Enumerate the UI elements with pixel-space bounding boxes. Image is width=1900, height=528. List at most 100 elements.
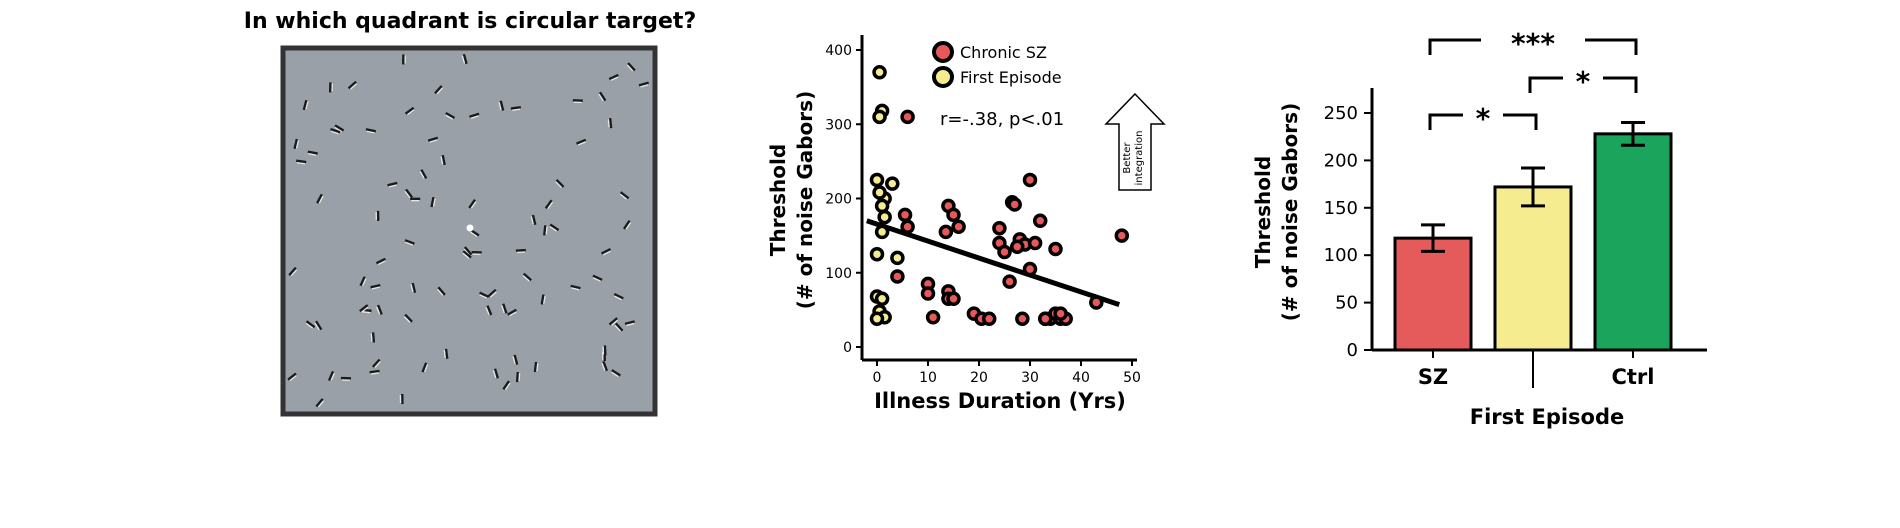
bar-panel: Threshold (# of noise Gabors) 0 50 100 150 2… bbox=[1251, 27, 1707, 429]
scatter-point-first-episode bbox=[877, 209, 892, 225]
scatter-trendline bbox=[866, 218, 1121, 308]
scatter-x-tick-label: 40 bbox=[1072, 370, 1090, 386]
fixation-point bbox=[466, 224, 474, 232]
gabor-element bbox=[404, 188, 413, 199]
gabor-element bbox=[370, 332, 376, 343]
gabor-element bbox=[427, 136, 439, 143]
bar bbox=[1393, 236, 1473, 352]
gabor-element bbox=[598, 91, 607, 102]
bar-ylabel-line2: (# of noise Gabors) bbox=[1278, 103, 1302, 321]
scatter-y-axis-label: Threshold (# of noise Gabors) bbox=[766, 91, 817, 309]
legend-label-chronic: Chronic SZ bbox=[960, 43, 1047, 62]
gabor-element bbox=[316, 193, 324, 204]
scatter-ticks: 0 10 20 30 40 50 0 100 200 300 400 bbox=[825, 43, 1141, 386]
gabor-element bbox=[421, 362, 429, 373]
scatter-point-first-episode bbox=[872, 65, 887, 80]
gabor-element bbox=[347, 80, 358, 90]
gabor-element bbox=[555, 179, 565, 189]
scatter-point-chronic bbox=[920, 286, 936, 301]
gabor-element bbox=[359, 276, 367, 287]
gabor-element bbox=[430, 196, 436, 208]
gabor-element bbox=[410, 197, 421, 202]
gabor-element bbox=[359, 304, 369, 313]
gabor-element bbox=[287, 372, 297, 382]
legend-marker-chronic bbox=[932, 41, 954, 63]
scatter-x-axis-label: Illness Duration (Yrs) bbox=[874, 389, 1126, 413]
gabor-element bbox=[623, 219, 632, 230]
bar-y-tick-label: 200 bbox=[1324, 150, 1358, 171]
bar-y-ticks: 0 50 100 150 200 250 bbox=[1324, 103, 1372, 361]
bar-category-label: SZ bbox=[1418, 365, 1448, 389]
significance-star: * bbox=[1576, 65, 1591, 98]
scatter-point-chronic bbox=[951, 219, 966, 234]
up-arrow-icon bbox=[1104, 92, 1166, 191]
gabor-element bbox=[399, 393, 404, 404]
gabor-element bbox=[626, 62, 636, 72]
scatter-point-chronic bbox=[1015, 311, 1030, 327]
gabor-element bbox=[510, 106, 521, 111]
scatter-point-chronic bbox=[897, 207, 913, 223]
gabor-element bbox=[498, 100, 505, 111]
scatter-point-chronic bbox=[1022, 172, 1038, 188]
scatter-y-tick-label: 200 bbox=[825, 192, 852, 208]
scatter-point-first-episode bbox=[872, 185, 887, 200]
bar bbox=[1493, 185, 1573, 352]
gabor-element bbox=[611, 369, 621, 378]
scatter-legend: Chronic SZ First Episode bbox=[932, 41, 1062, 88]
gabor-element bbox=[572, 99, 583, 104]
gabor-element bbox=[365, 128, 377, 134]
scatter-point-chronic bbox=[938, 224, 954, 240]
gabor-element bbox=[515, 371, 521, 383]
gabor-element bbox=[501, 303, 508, 314]
significance-bracket bbox=[1528, 76, 1638, 93]
gabor-element bbox=[607, 118, 613, 129]
scatter-point-first-episode bbox=[890, 250, 905, 266]
gabor-element bbox=[471, 250, 482, 255]
scatter-point-first-episode bbox=[869, 246, 885, 262]
significance-bracket bbox=[1428, 38, 1638, 55]
gabor-element bbox=[515, 248, 526, 254]
scatter-point-chronic bbox=[1032, 213, 1048, 229]
gabor-element bbox=[614, 322, 624, 332]
gabor-element bbox=[376, 304, 383, 315]
scatter-point-first-episode bbox=[869, 172, 885, 188]
scatter-ylabel-line2: (# of noise Gabors) bbox=[793, 91, 817, 309]
gabor-element bbox=[375, 257, 386, 266]
gabor-element bbox=[293, 138, 300, 150]
scatter-point-chronic bbox=[992, 220, 1007, 236]
gabor-element bbox=[328, 82, 333, 93]
scatter-point-first-episode bbox=[872, 109, 887, 125]
gabor-element bbox=[468, 199, 477, 209]
gabor-element bbox=[288, 266, 298, 277]
scatter-point-first-episode bbox=[869, 311, 885, 327]
gabor-element bbox=[624, 320, 635, 327]
scatter-point-first-episode bbox=[874, 291, 890, 306]
scatter-x-tick-label: 10 bbox=[919, 370, 937, 386]
gabor-element bbox=[440, 154, 446, 166]
gabor-element bbox=[443, 348, 449, 359]
gabor-element bbox=[410, 282, 417, 294]
scatter-point-chronic bbox=[981, 311, 997, 327]
legend-label-first-episode: First Episode bbox=[960, 68, 1062, 87]
gabor-element bbox=[619, 191, 630, 200]
gabor-element bbox=[314, 320, 323, 331]
bar-y-tick-label: 0 bbox=[1347, 340, 1358, 361]
scatter-points bbox=[869, 65, 1130, 327]
gabor-element bbox=[372, 358, 381, 368]
gabor-element bbox=[445, 111, 456, 120]
bar-category-label: Ctrl bbox=[1611, 365, 1654, 389]
gabor-element bbox=[334, 124, 345, 133]
scatter-point-chronic bbox=[900, 219, 915, 234]
scatter-point-first-episode bbox=[874, 198, 890, 214]
gabor-element bbox=[608, 73, 619, 81]
gabor-element bbox=[570, 284, 581, 291]
scatter-point-chronic bbox=[946, 291, 961, 306]
gabor-element bbox=[404, 106, 415, 116]
gabor-element bbox=[485, 305, 493, 316]
scatter-y-tick-label: 100 bbox=[825, 266, 852, 282]
gabor-element bbox=[533, 361, 539, 373]
scatter-point-chronic bbox=[1010, 239, 1025, 255]
bar-y-tick-label: 250 bbox=[1324, 103, 1358, 124]
scatter-point-chronic bbox=[1038, 311, 1053, 327]
gabor-element bbox=[437, 286, 446, 296]
